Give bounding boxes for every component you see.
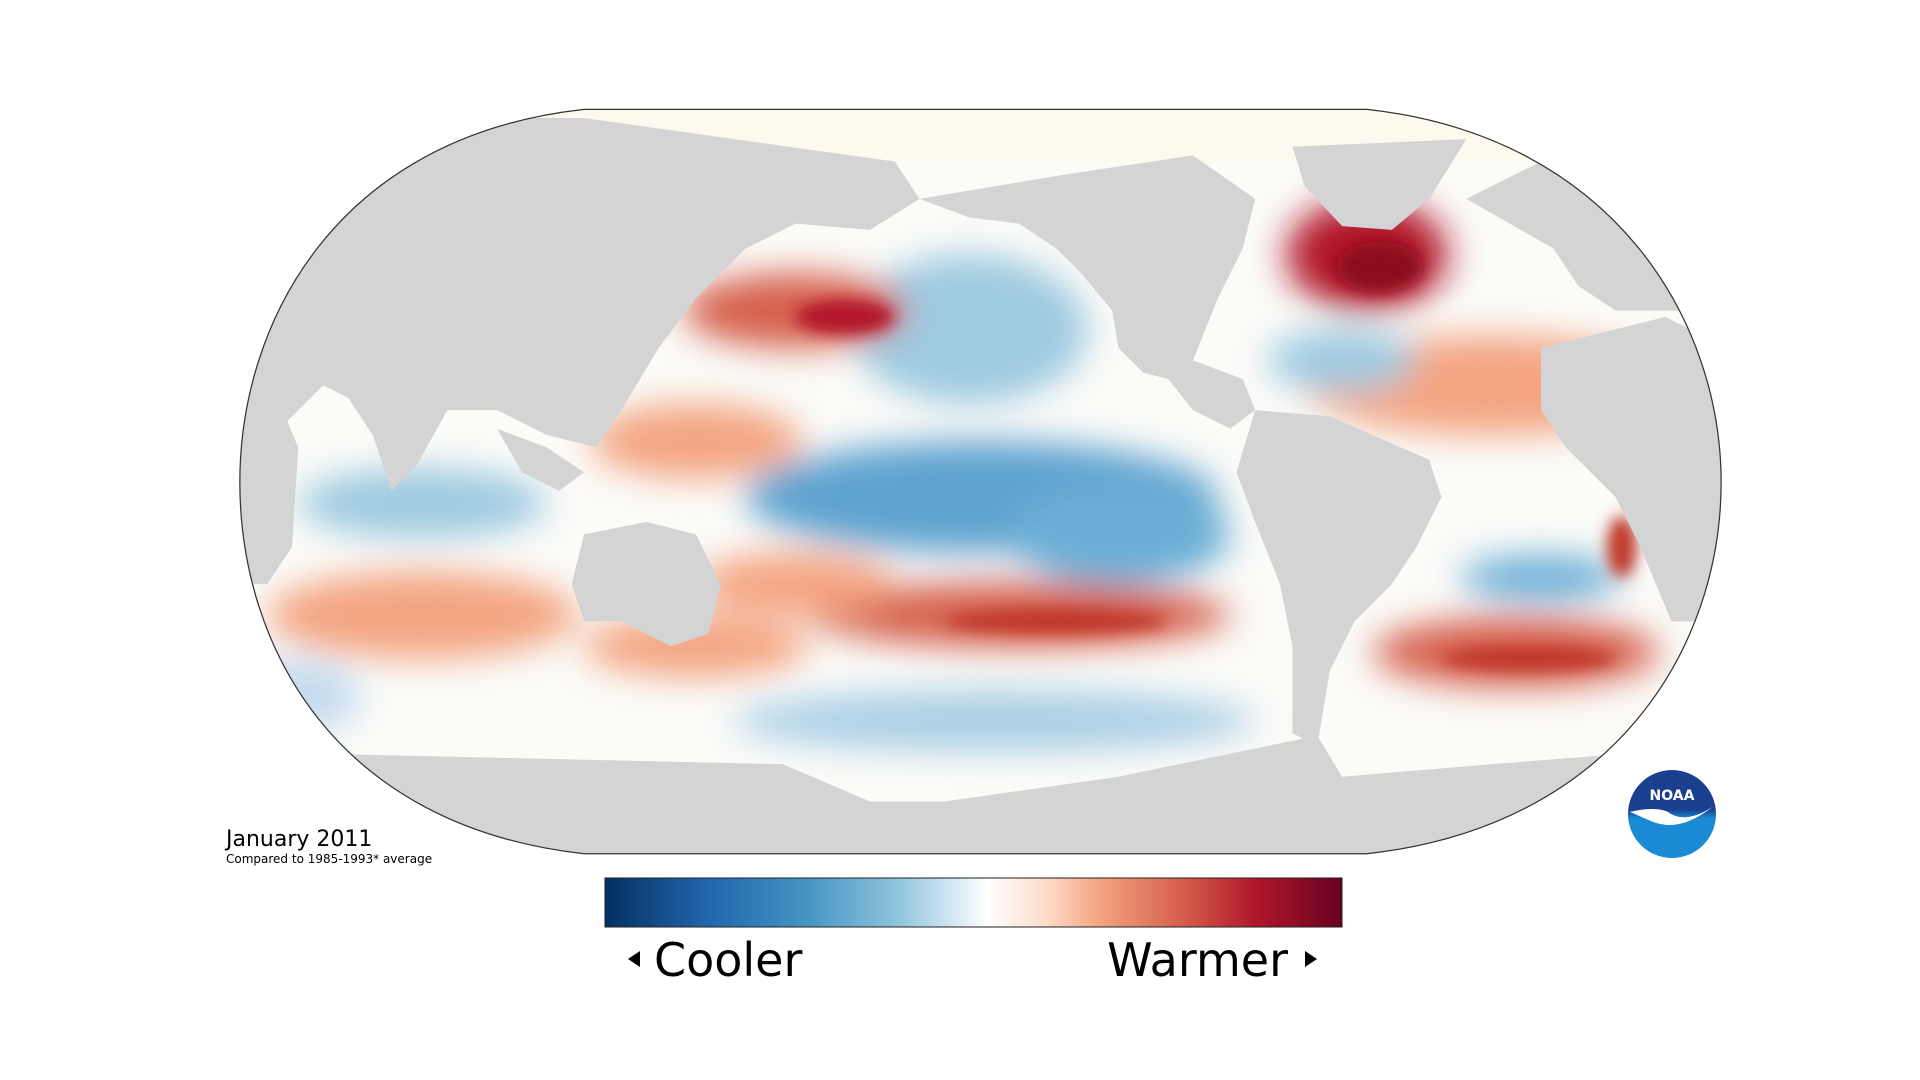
legend-high: Warmer <box>1107 933 1288 987</box>
warmer-arrow <box>1305 951 1317 967</box>
cooler-arrow <box>628 951 640 967</box>
map-body <box>239 109 1722 854</box>
noaa-logo: NOAA <box>1628 770 1716 858</box>
logo-bird <box>1630 806 1714 825</box>
color-scale <box>604 877 1343 928</box>
map <box>239 108 1722 855</box>
logo-circle <box>1628 770 1716 858</box>
map-subtitle: Compared to 1985-1993* average <box>226 852 432 866</box>
land <box>239 118 1722 854</box>
map-outline <box>239 108 1722 855</box>
legend-low: Cooler <box>654 933 802 987</box>
logo-text: NOAA <box>1650 788 1695 804</box>
anomaly-detail <box>795 242 1637 672</box>
map-title: January 2011 <box>224 827 372 852</box>
